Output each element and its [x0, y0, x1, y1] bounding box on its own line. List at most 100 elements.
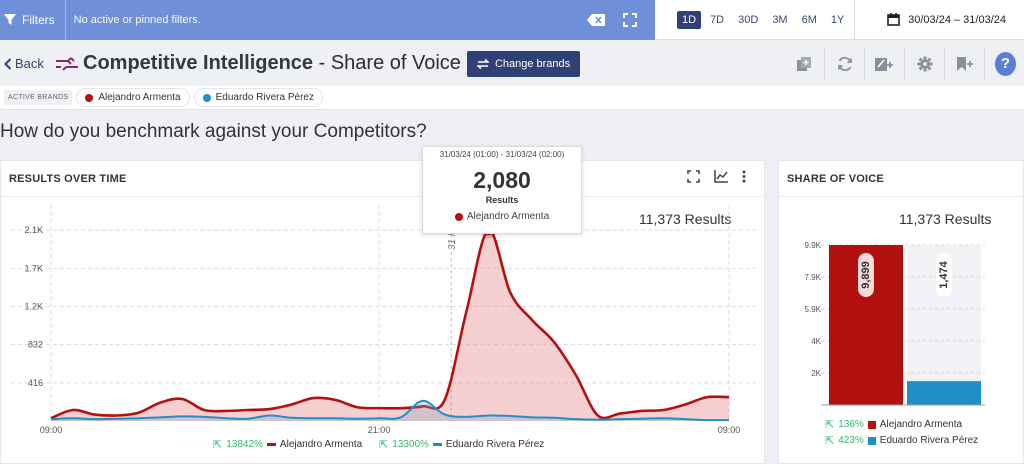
- legend-label: Eduardo Rivera Pérez: [879, 435, 979, 446]
- page-title: Competitive Intelligence - Share of Voic…: [83, 52, 461, 75]
- bar-value-label: 1,474: [938, 260, 950, 288]
- y-tick-label: 2.1K: [24, 225, 43, 235]
- results-over-time-chart: 416 832 1.2K 1.7K 2.1K 09:00 21:00 09:00 31 Mar: [11, 205, 756, 435]
- brand-chip-eduardo[interactable]: Eduardo Rivera Pérez: [193, 88, 323, 107]
- edit-note-icon: [874, 57, 893, 71]
- chart-tooltip: 31/03/24 (01:00) - 31/03/24 (02:00) 2,08…: [422, 146, 582, 234]
- brand-chip-alejandro[interactable]: Alejandro Armenta: [76, 88, 190, 107]
- page-header: Back Competitive Intelligence - Share of…: [0, 41, 1024, 86]
- legend-line-swatch: [432, 443, 442, 446]
- date-range-picker[interactable]: 30/03/24 – 31/03/24: [854, 0, 1024, 40]
- y-tick-label: 1.7K: [24, 263, 43, 273]
- brand-color-dot: [85, 93, 94, 102]
- series-line-alejandro: [50, 228, 730, 420]
- filters-status: No active or pinned filters.: [73, 14, 201, 26]
- help-button[interactable]: ?: [995, 51, 1016, 76]
- x-tick-label: 09:00: [718, 425, 741, 435]
- y-tick-label: 5.9K: [805, 305, 822, 314]
- legend-swatch: [867, 436, 876, 445]
- legend-trend-pct: 423%: [838, 435, 864, 446]
- filters-button[interactable]: Filters: [0, 0, 66, 40]
- chart-legend-item[interactable]: ⇱ 13842% Alejandro Armenta: [213, 438, 362, 451]
- brand-chip-label: Eduardo Rivera Pérez: [215, 92, 314, 103]
- bookmark-button[interactable]: [944, 47, 984, 80]
- active-brands-label: ACTIVE BRANDS: [4, 90, 73, 105]
- change-brands-button[interactable]: Change brands: [466, 50, 581, 77]
- period-1d[interactable]: 1D: [677, 10, 702, 29]
- refresh-icon: [837, 56, 852, 71]
- refresh-button[interactable]: [824, 47, 864, 80]
- bar-value-label: 9,899: [860, 261, 872, 289]
- tooltip-range: 31/03/24 (01:00) - 31/03/24 (02:00): [439, 150, 565, 159]
- page-title-sub: - Share of Voice: [313, 52, 461, 74]
- results-over-time-panel: RESULTS OVER TIME 11,373 Results 416 832 1…: [0, 160, 765, 464]
- day-marker-label: 31 Mar: [447, 218, 458, 250]
- period-7d[interactable]: 7D: [710, 13, 725, 26]
- calendar-icon: [887, 13, 900, 26]
- legend-line-swatch: [266, 443, 276, 446]
- filter-icon: [4, 14, 16, 25]
- active-brands-bar: ACTIVE BRANDS Alejandro Armenta Eduardo …: [0, 86, 1024, 110]
- date-range-text: 30/03/24 – 31/03/24: [908, 13, 1006, 26]
- trend-up-icon: ⇱: [825, 435, 835, 447]
- section-question: How do you benchmark against your Compet…: [0, 121, 427, 142]
- add-note-button[interactable]: [864, 47, 904, 80]
- swap-icon: [476, 58, 489, 69]
- series-area-alejandro: [51, 230, 729, 421]
- date-bar: 1D 7D 30D 3M 6M 1Y 30/03/24 – 31/03/24: [655, 0, 1024, 40]
- bar-value-pill: [858, 253, 874, 297]
- tooltip-label: Results: [485, 195, 519, 205]
- trend-up-icon: ⇱: [825, 419, 835, 431]
- sov-legend-item[interactable]: ⇱ 423% Eduardo Rivera Pérez: [825, 434, 978, 447]
- legend-trend-pct: 13300%: [392, 439, 429, 450]
- divider: [779, 196, 1023, 197]
- results-total: 11,373 Results: [639, 211, 732, 227]
- period-3m[interactable]: 3M: [772, 13, 788, 26]
- period-30d[interactable]: 30D: [738, 13, 759, 26]
- sov-legend-item[interactable]: ⇱ 136% Alejandro Armenta: [825, 418, 962, 431]
- panel-title: SHARE OF VOICE: [787, 173, 884, 185]
- back-button[interactable]: Back: [0, 56, 52, 71]
- x-tick-label: 21:00: [368, 425, 391, 435]
- back-label: Back: [15, 56, 44, 71]
- compare-arrows-icon: [56, 56, 78, 71]
- settings-button[interactable]: [904, 47, 944, 80]
- brand-chip-label: Alejandro Armenta: [98, 92, 181, 103]
- more-options-icon[interactable]: [742, 170, 746, 183]
- panel-title: RESULTS OVER TIME: [9, 173, 127, 185]
- change-brands-label: Change brands: [494, 57, 571, 70]
- results-total: 11,373 Results: [899, 211, 992, 227]
- period-selector: 1D 7D 30D 3M 6M 1Y: [655, 0, 849, 40]
- chart-legend-item[interactable]: ⇱ 13300% Eduardo Rivera Pérez: [379, 438, 544, 451]
- legend-trend-pct: 13842%: [226, 439, 263, 450]
- filter-bar: Filters No active or pinned filters.: [0, 0, 655, 40]
- bar-value-pill: [936, 253, 952, 297]
- chevron-left-icon: [4, 57, 12, 70]
- series-line-eduardo: [50, 399, 730, 422]
- y-tick-label: 4K: [811, 337, 821, 346]
- y-tick-label: 832: [28, 340, 43, 350]
- tooltip-value: 2,080: [473, 167, 531, 193]
- tooltip-brand: Alejandro Armenta: [423, 211, 581, 222]
- fullscreen-icon[interactable]: [623, 13, 637, 27]
- line-chart-icon[interactable]: [714, 170, 728, 183]
- share-of-voice-panel: SHARE OF VOICE 11,373 Results 2K 4K 5.9K 7.…: [778, 160, 1024, 464]
- period-6m[interactable]: 6M: [801, 13, 817, 26]
- legend-trend-pct: 136%: [838, 419, 864, 430]
- period-1y[interactable]: 1Y: [830, 13, 845, 26]
- y-tick-label: 7.9K: [805, 273, 822, 282]
- help-button-wrap: ?: [984, 47, 1024, 80]
- gear-icon: [917, 56, 932, 71]
- legend-swatch: [867, 420, 876, 429]
- y-tick-label: 9.9K: [805, 241, 822, 250]
- expand-icon[interactable]: [687, 170, 700, 183]
- clear-filters-icon[interactable]: [587, 14, 605, 26]
- header-toolbar: ?: [784, 41, 1024, 86]
- page-title-main: Competitive Intelligence: [83, 52, 314, 74]
- copy-button[interactable]: [784, 48, 824, 80]
- y-tick-label: 2K: [811, 369, 821, 378]
- x-tick-label: 09:00: [40, 425, 63, 435]
- tooltip-brand-name: Alejandro Armenta: [466, 211, 550, 222]
- bar-eduardo: [907, 381, 981, 405]
- y-tick-label: 1.2K: [24, 302, 43, 312]
